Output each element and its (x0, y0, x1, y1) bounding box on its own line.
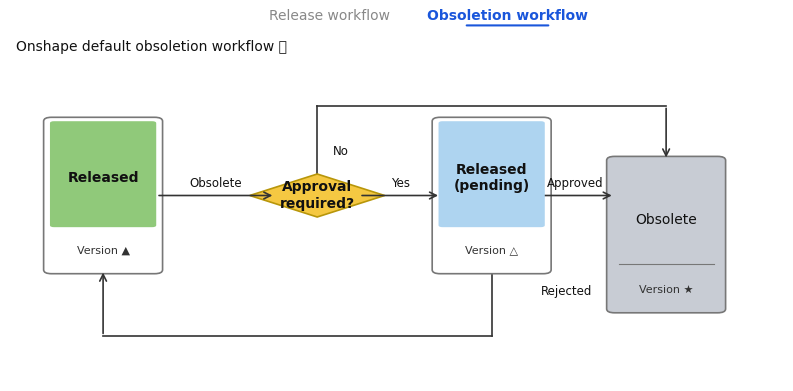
Text: Obsolete: Obsolete (635, 213, 697, 227)
FancyBboxPatch shape (439, 121, 545, 227)
Text: Version △: Version △ (465, 246, 518, 255)
Text: Onshape default obsoletion workflow ⧉: Onshape default obsoletion workflow ⧉ (16, 40, 287, 54)
Text: Release workflow: Release workflow (269, 9, 389, 23)
Text: Released: Released (67, 170, 139, 185)
Text: No: No (333, 145, 349, 158)
Text: Approved: Approved (547, 177, 604, 190)
FancyBboxPatch shape (44, 117, 163, 274)
FancyBboxPatch shape (607, 156, 726, 313)
FancyBboxPatch shape (50, 121, 156, 227)
Text: Version ★: Version ★ (639, 285, 693, 294)
Text: Yes: Yes (391, 177, 410, 190)
Text: Approval
required?: Approval required? (280, 180, 354, 211)
FancyBboxPatch shape (432, 117, 551, 274)
Polygon shape (250, 174, 385, 217)
Text: Rejected: Rejected (542, 285, 592, 298)
Text: Released
(pending): Released (pending) (454, 163, 530, 193)
Text: Version ▲: Version ▲ (77, 246, 129, 255)
Text: Obsoletion workflow: Obsoletion workflow (427, 9, 588, 23)
Text: Obsolete: Obsolete (190, 177, 242, 190)
